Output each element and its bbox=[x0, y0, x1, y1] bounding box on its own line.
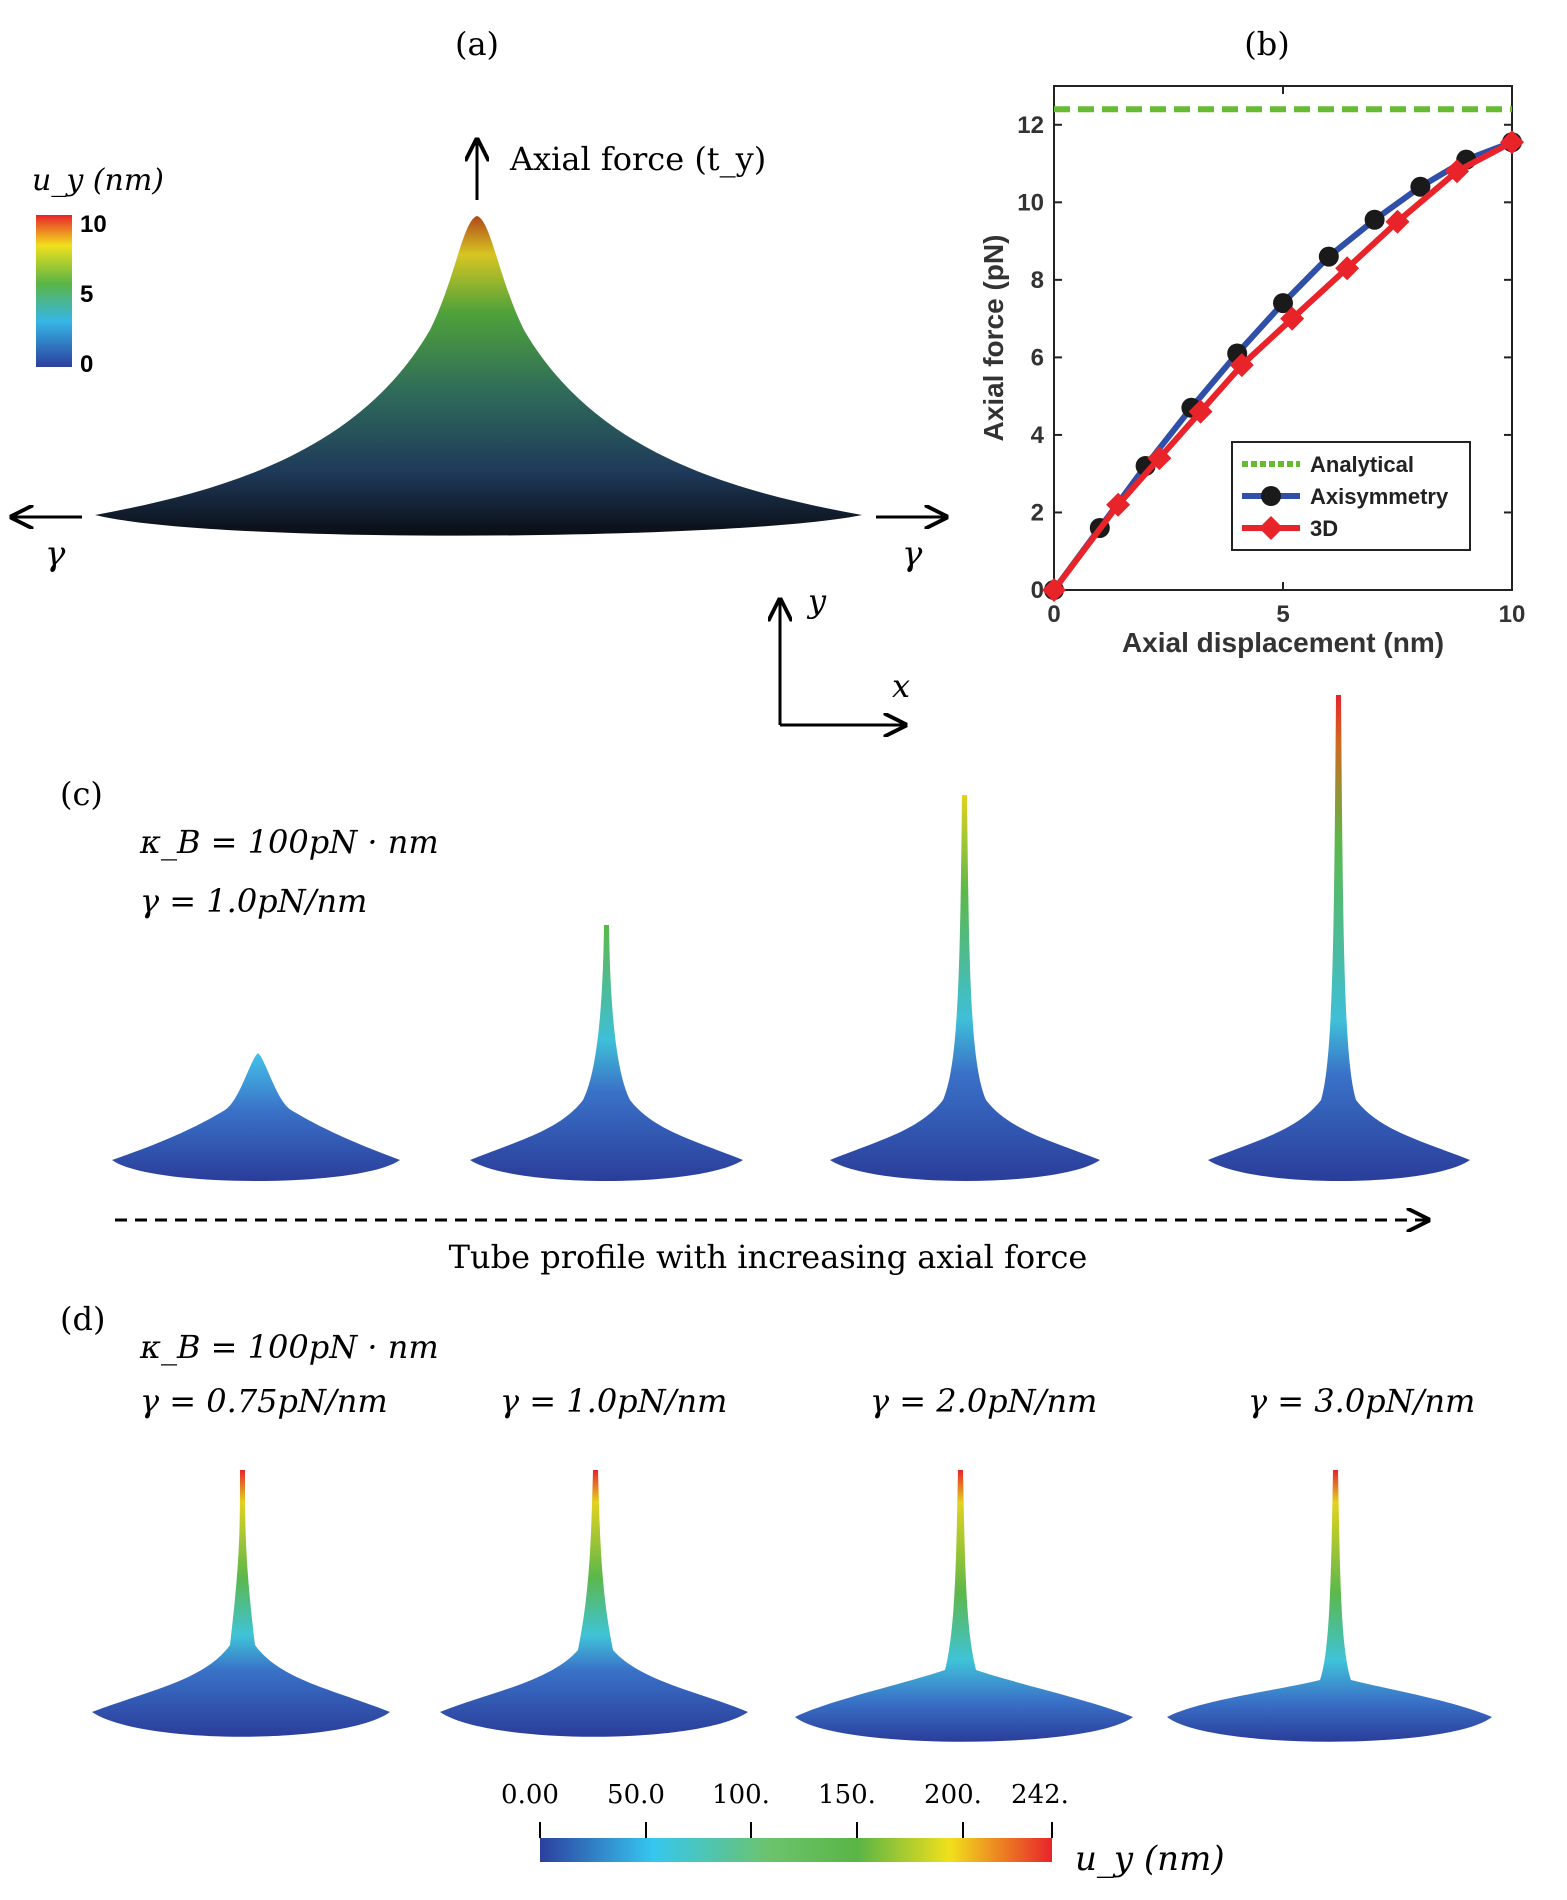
panel-c-kappa: κ_B = 100pN · nm bbox=[139, 823, 439, 861]
coordinate-axis-x-label: x bbox=[892, 667, 910, 705]
chart-b-legend-label-axisymmetry: Axisymmetry bbox=[1310, 484, 1449, 509]
chart-b-ytick-label-2: 4 bbox=[1031, 422, 1045, 449]
colorbar-d-tick-242: 242. bbox=[1011, 1780, 1069, 1810]
panel-label-c: (c) bbox=[60, 775, 103, 813]
colorbar-d-tick-100: 100. bbox=[712, 1780, 770, 1810]
tube-shape-gamma-1-0 bbox=[440, 1470, 748, 1737]
chart-b-ytick-label-1: 2 bbox=[1031, 499, 1044, 526]
chart-b-point-3d-4 bbox=[1229, 353, 1254, 378]
colorbar-d-tick-150: 150. bbox=[818, 1780, 876, 1810]
chart-b: 0 5 10 0 2 4 6 8 10 12 Axial displacement (nm) Axia… bbox=[978, 85, 1526, 658]
panel-label-d: (d) bbox=[60, 1300, 105, 1338]
tube-shape-gamma-3-0 bbox=[1167, 1470, 1492, 1742]
chart-b-point-axisymmetry-6 bbox=[1318, 246, 1339, 267]
chart-b-legend-label-analytical: Analytical bbox=[1310, 452, 1414, 477]
colorbar-a bbox=[36, 215, 72, 367]
chart-b-point-3d-5 bbox=[1280, 306, 1305, 331]
tube-shape-gamma-2-0 bbox=[795, 1470, 1133, 1742]
panel-d-gamma-4: γ = 3.0pN/nm bbox=[1248, 1382, 1475, 1420]
chart-b-point-3d-9 bbox=[1500, 130, 1524, 155]
colorbar-a-tick-10: 10 bbox=[80, 211, 107, 238]
tube-profile-2 bbox=[470, 925, 743, 1181]
chart-b-ytick-label-4: 8 bbox=[1031, 267, 1044, 294]
panel-d-gamma-2: γ = 1.0pN/nm bbox=[500, 1382, 727, 1420]
chart-b-point-3d-1 bbox=[1106, 492, 1131, 517]
chart-b-point-axisymmetry-8 bbox=[1410, 176, 1431, 197]
chart-b-ytick-label-6: 12 bbox=[1017, 112, 1044, 139]
chart-b-legend-label-3d: 3D bbox=[1310, 516, 1338, 541]
chart-b-point-3d-2 bbox=[1147, 446, 1172, 471]
panel-c-gamma: γ = 1.0pN/nm bbox=[140, 882, 367, 920]
colorbar-a-tick-0: 0 bbox=[80, 351, 93, 378]
chart-b-ylabel: Axial force (pN) bbox=[978, 235, 1009, 442]
chart-b-ytick-label-0: 0 bbox=[1031, 577, 1044, 604]
chart-b-point-3d-3 bbox=[1188, 399, 1213, 424]
chart-b-series-line-3d bbox=[1051, 139, 1514, 592]
chart-b-point-axisymmetry-7 bbox=[1364, 209, 1385, 230]
chart-b-point-axisymmetry-5 bbox=[1273, 293, 1293, 314]
membrane-shape-a bbox=[95, 216, 862, 536]
colorbar-d-label: u_y (nm) bbox=[1075, 1839, 1225, 1879]
chart-b-xtick-label-2: 10 bbox=[1499, 601, 1526, 628]
gamma-left-label: γ bbox=[45, 534, 66, 574]
tube-profile-3 bbox=[830, 795, 1100, 1181]
panel-label-b: (b) bbox=[1244, 25, 1289, 63]
tube-shape-gamma-0-75 bbox=[92, 1470, 390, 1737]
chart-b-legend-marker-axisymmetry bbox=[1261, 486, 1281, 506]
colorbar-d bbox=[540, 1838, 1052, 1862]
axial-force-label: Axial force (t_y) bbox=[509, 140, 766, 178]
chart-b-point-3d-0 bbox=[1042, 578, 1066, 602]
chart-b-xlabel: Axial displacement (nm) bbox=[1122, 627, 1444, 658]
colorbar-a-tick-5: 5 bbox=[80, 281, 93, 308]
panel-label-a: (a) bbox=[455, 25, 499, 63]
chart-b-point-3d-7 bbox=[1385, 209, 1410, 234]
colorbar-d-tick-0: 0.00 bbox=[501, 1780, 559, 1810]
colorbar-d-tick-50: 50.0 bbox=[607, 1780, 665, 1810]
colorbar-a-title: u_y (nm) bbox=[32, 163, 164, 198]
chart-b-xtick-label-1: 5 bbox=[1276, 601, 1289, 628]
colorbar-d-tick-200: 200. bbox=[924, 1780, 982, 1810]
tube-profile-4 bbox=[1208, 695, 1470, 1181]
panel-d-gamma-1: γ = 0.75pN/nm bbox=[140, 1382, 388, 1420]
chart-b-legend-marker-3d bbox=[1259, 516, 1283, 540]
chart-b-ytick-label-5: 10 bbox=[1017, 189, 1044, 216]
panel-d-kappa: κ_B = 100pN · nm bbox=[139, 1328, 439, 1366]
tube-profile-1 bbox=[112, 1053, 400, 1181]
chart-b-ytick-label-3: 6 bbox=[1031, 344, 1044, 371]
panel-d-gamma-3: γ = 2.0pN/nm bbox=[870, 1382, 1097, 1420]
chart-b-point-3d-6 bbox=[1335, 256, 1360, 281]
increasing-force-caption: Tube profile with increasing axial force bbox=[449, 1238, 1088, 1276]
chart-b-point-3d-8 bbox=[1445, 159, 1470, 184]
colorbar-d-ticks bbox=[539, 1822, 1053, 1838]
chart-b-xtick-label-0: 0 bbox=[1047, 601, 1060, 628]
gamma-right-label: γ bbox=[902, 534, 923, 574]
coordinate-axis-y-label: y bbox=[806, 582, 827, 620]
